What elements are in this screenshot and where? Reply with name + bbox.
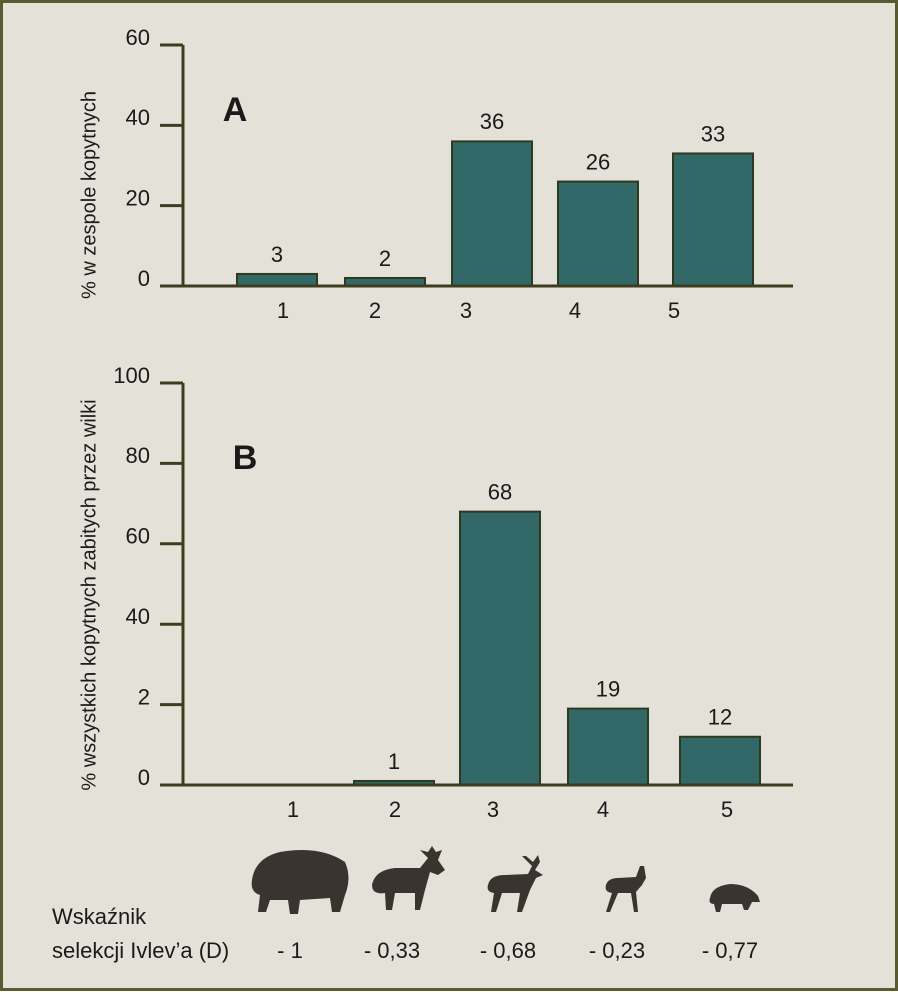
- data-label: 12: [708, 705, 732, 730]
- y-axis-label: % w zespole kopytnych: [78, 91, 100, 299]
- selection-index: - 0,23: [589, 938, 645, 963]
- y-tick-label: 0: [138, 266, 150, 291]
- animal-icons: [251, 846, 760, 914]
- selection-index: - 0,77: [702, 938, 758, 963]
- data-label: 1: [388, 749, 400, 774]
- y-tick-label: 60: [126, 25, 150, 50]
- bar: [672, 152, 754, 287]
- selection-index: - 0,68: [480, 938, 536, 963]
- data-label: 36: [480, 109, 504, 134]
- footer-label: Wskaźnik: [52, 904, 147, 929]
- x-tick-label: 2: [389, 797, 401, 822]
- bar: [451, 140, 533, 287]
- boar: [709, 884, 760, 912]
- bar: [557, 180, 639, 287]
- data-label: 33: [701, 121, 725, 146]
- y-tick-label: 100: [113, 363, 150, 388]
- y-tick-label: 60: [126, 524, 150, 549]
- selection-index: - 0,33: [364, 938, 420, 963]
- footer-label: selekcji Ivlev’a (D): [52, 938, 229, 963]
- data-label: 3: [271, 242, 283, 267]
- x-tick-label: 4: [597, 797, 609, 822]
- moose: [372, 846, 445, 910]
- bar: [459, 510, 541, 786]
- y-tick-label: 40: [126, 105, 150, 130]
- y-axis-label: % wszystkich kopytnych zabitych przez wi…: [78, 399, 100, 790]
- roe-deer: [605, 866, 646, 912]
- deer: [487, 855, 543, 912]
- data-label: 26: [586, 149, 610, 174]
- x-tick-label: 3: [487, 797, 499, 822]
- y-tick-label: 20: [126, 185, 150, 210]
- y-tick-label: 40: [126, 604, 150, 629]
- panel-letter: B: [233, 439, 258, 477]
- selection-index: - 1: [277, 938, 303, 963]
- bar: [679, 735, 761, 787]
- x-tick-label: 3: [460, 298, 472, 323]
- x-tick-label: 1: [287, 797, 299, 822]
- bison: [251, 849, 349, 914]
- y-tick-label: 0: [138, 765, 150, 790]
- x-tick-label: 4: [569, 298, 581, 323]
- x-tick-label: 5: [721, 797, 733, 822]
- x-tick-label: 1: [277, 298, 289, 323]
- bar: [236, 272, 318, 288]
- x-tick-label: 5: [668, 298, 680, 323]
- bar: [567, 707, 649, 786]
- y-tick-label: 80: [126, 443, 150, 468]
- panel-letter: A: [223, 91, 248, 129]
- data-label: 19: [596, 676, 620, 701]
- y-tick-label: 2: [138, 684, 150, 709]
- data-label: 68: [488, 479, 512, 504]
- data-label: 2: [379, 246, 391, 271]
- x-tick-label: 2: [369, 298, 381, 323]
